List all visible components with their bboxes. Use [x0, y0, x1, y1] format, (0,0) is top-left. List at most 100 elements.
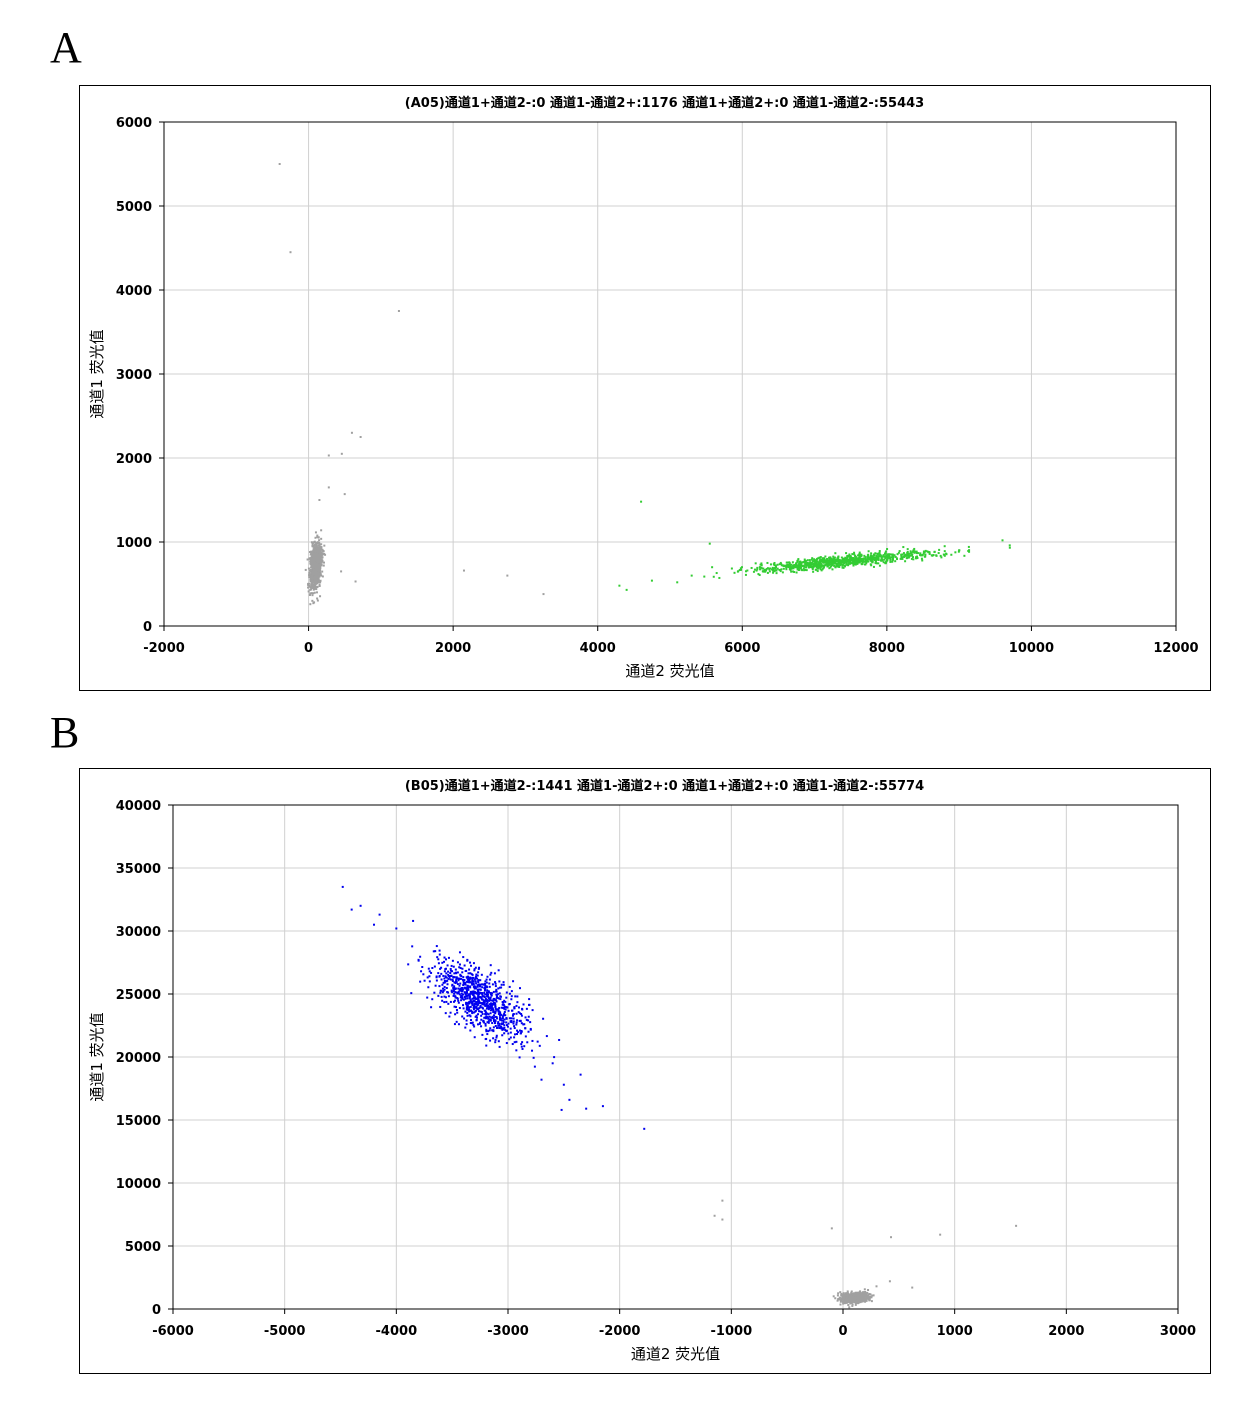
data-point	[865, 1294, 868, 1297]
data-point	[861, 1294, 864, 1297]
data-point	[779, 570, 782, 573]
data-point	[466, 984, 469, 987]
data-point	[866, 1291, 869, 1294]
x-tick-label: 1000	[937, 1324, 973, 1339]
data-point	[852, 1294, 855, 1297]
data-point	[462, 993, 465, 996]
data-point	[852, 564, 855, 567]
data-point	[939, 554, 942, 557]
data-point	[865, 1299, 868, 1302]
data-point	[431, 998, 434, 1001]
data-point	[481, 1006, 484, 1009]
data-point	[459, 982, 462, 985]
data-point	[821, 557, 824, 560]
data-point	[490, 1005, 493, 1008]
data-point	[481, 983, 484, 986]
data-point	[811, 563, 814, 566]
data-point	[310, 556, 313, 559]
data-point	[320, 558, 323, 561]
data-point	[877, 558, 880, 561]
data-point	[320, 554, 323, 557]
data-point	[708, 542, 711, 545]
data-point	[847, 1293, 850, 1296]
data-point	[464, 1010, 467, 1013]
data-point	[323, 552, 326, 555]
data-point	[497, 969, 500, 972]
data-point	[317, 562, 320, 565]
data-point	[712, 575, 715, 578]
data-point	[465, 987, 468, 990]
data-point	[782, 564, 785, 567]
data-point	[315, 552, 318, 555]
data-point	[492, 1029, 495, 1032]
data-point	[468, 1014, 471, 1017]
data-point	[350, 908, 353, 911]
data-point	[479, 1005, 482, 1008]
data-point	[478, 1010, 481, 1013]
data-point	[828, 561, 831, 564]
data-point	[311, 581, 314, 584]
data-point	[758, 574, 761, 577]
data-point	[867, 553, 870, 556]
data-point	[316, 560, 319, 563]
data-point	[437, 962, 440, 965]
x-tick-label: -3000	[487, 1324, 529, 1339]
data-point	[504, 1029, 507, 1032]
data-point	[465, 980, 468, 983]
data-point	[475, 973, 478, 976]
data-point	[484, 1024, 487, 1027]
data-point	[721, 1199, 724, 1202]
data-point	[457, 979, 460, 982]
data-point	[289, 251, 292, 254]
data-point	[469, 1005, 472, 1008]
data-point	[311, 594, 314, 597]
data-point	[440, 966, 443, 969]
data-point	[790, 570, 793, 573]
data-point	[481, 995, 484, 998]
data-point	[496, 1017, 499, 1020]
data-point	[882, 555, 885, 558]
data-point	[312, 556, 315, 559]
data-point	[475, 1001, 478, 1004]
data-point	[480, 996, 483, 999]
y-tick-label: 6000	[116, 116, 152, 131]
data-point	[308, 593, 311, 596]
data-point	[467, 1009, 470, 1012]
data-point	[504, 1014, 507, 1017]
data-point	[820, 565, 823, 568]
data-point	[307, 586, 310, 589]
data-point	[318, 566, 321, 569]
data-point	[776, 563, 779, 566]
data-point	[690, 574, 693, 577]
data-point	[878, 564, 881, 567]
data-point	[477, 967, 480, 970]
data-point	[775, 566, 778, 569]
data-point	[313, 565, 316, 568]
data-point	[311, 576, 314, 579]
data-point	[861, 557, 864, 560]
data-point	[318, 559, 321, 562]
data-point	[489, 973, 492, 976]
data-point	[316, 541, 319, 544]
data-point	[448, 1015, 451, 1018]
data-point	[446, 964, 449, 967]
data-point	[855, 1291, 858, 1294]
data-point	[806, 564, 809, 567]
data-point	[479, 1021, 482, 1024]
data-point	[447, 970, 450, 973]
data-point	[858, 1294, 861, 1297]
data-point	[757, 573, 760, 576]
data-point	[481, 1033, 484, 1036]
data-point	[428, 980, 431, 983]
data-point	[874, 559, 877, 562]
data-point	[456, 961, 459, 964]
data-point	[427, 986, 430, 989]
y-axis-label: 通道1 荧光值	[88, 1012, 106, 1101]
data-point	[842, 1298, 845, 1301]
data-point	[808, 564, 811, 567]
data-point	[445, 976, 448, 979]
data-point	[499, 1017, 502, 1020]
data-point	[465, 1002, 468, 1005]
data-point	[909, 554, 912, 557]
data-point	[816, 560, 819, 563]
